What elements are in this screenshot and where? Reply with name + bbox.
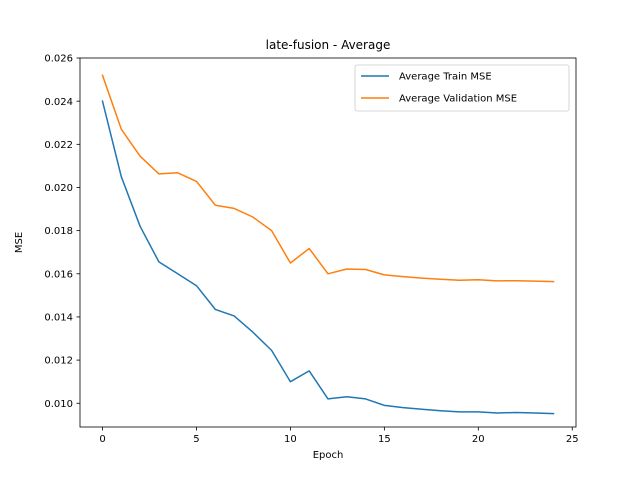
- x-tick-label: 5: [193, 434, 199, 445]
- x-tick-label: 20: [472, 434, 485, 445]
- y-tick-label: 0.022: [44, 140, 73, 151]
- y-axis-label: MSE: [14, 232, 25, 253]
- legend-label-1: Average Train MSE: [399, 72, 492, 83]
- plot-frame: [79, 57, 577, 428]
- chart-title: late-fusion - Average: [266, 38, 391, 52]
- x-tick-label: 0: [99, 434, 105, 445]
- x-tick-label: 25: [566, 434, 579, 445]
- legend: Average Train MSE Average Validation MSE: [354, 64, 570, 112]
- y-tick-label: 0.018: [44, 226, 73, 237]
- x-tick-label: 10: [284, 434, 297, 445]
- x-axis-label: Epoch: [313, 450, 344, 461]
- y-tick-label: 0.020: [44, 183, 73, 194]
- y-tick-label: 0.010: [44, 399, 73, 410]
- legend-label-2: Average Validation MSE: [399, 94, 517, 105]
- y-tick-label: 0.024: [44, 97, 73, 108]
- x-tick-label: 15: [378, 434, 391, 445]
- y-tick-label: 0.012: [44, 356, 73, 367]
- plot-area: 0 5 10 15 20 25 0.010 0.012 0.014 0.016 0.018 0.020…: [44, 54, 578, 445]
- series-line-2: [101, 74, 555, 283]
- series-line-1: [101, 100, 555, 415]
- y-tick-label: 0.016: [44, 269, 73, 280]
- legend-box: [354, 64, 570, 112]
- y-tick-label: 0.026: [44, 54, 73, 65]
- y-tick-label: 0.014: [44, 313, 73, 324]
